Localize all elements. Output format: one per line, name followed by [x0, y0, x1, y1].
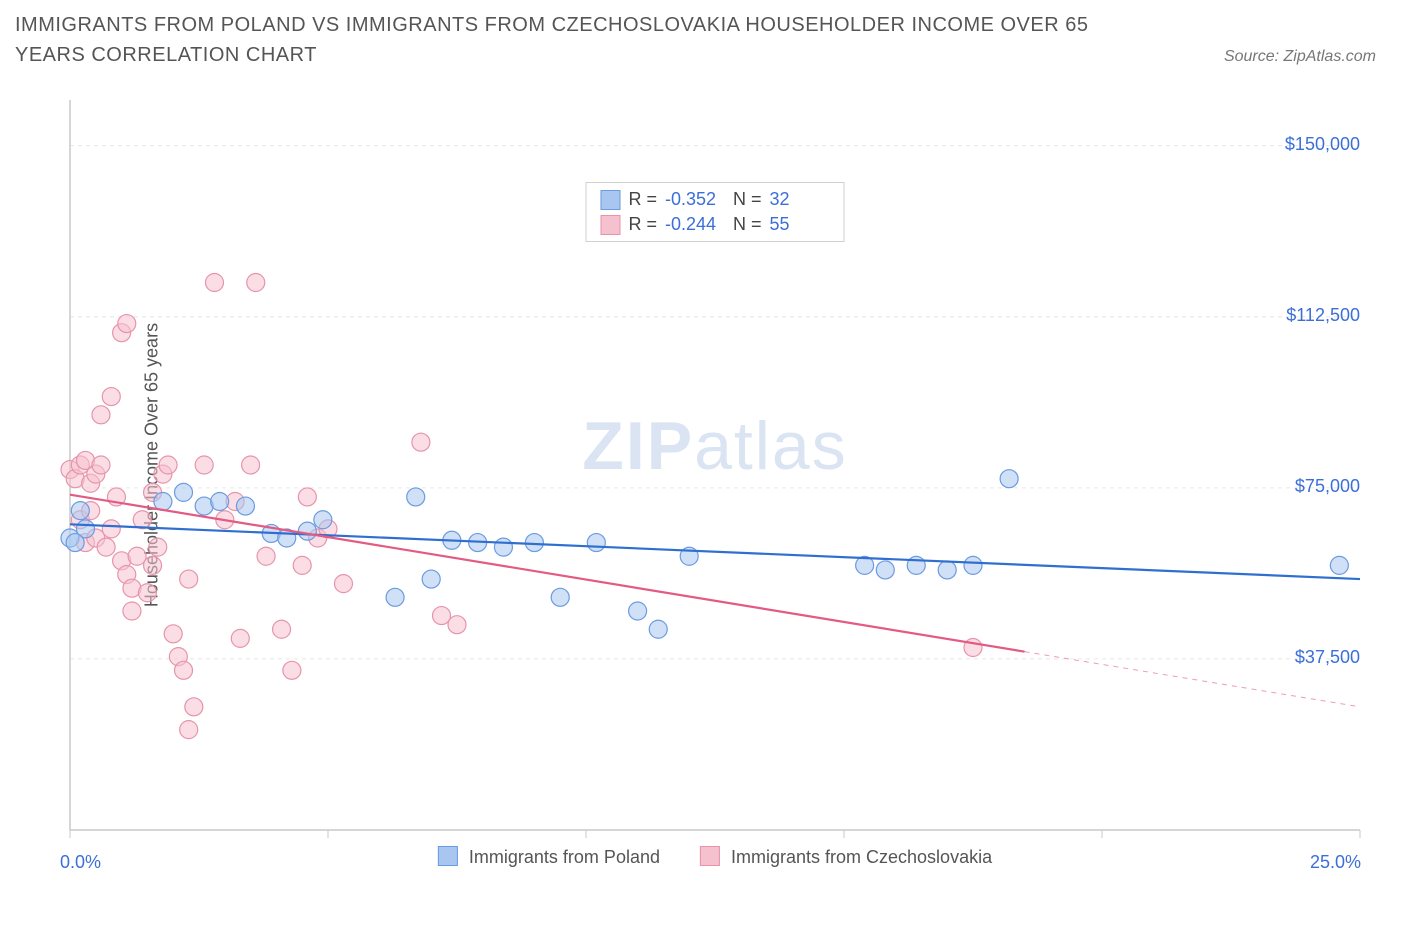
plot-area: ZIPatlas R = -0.352 N = 32 R = -0.244 N … [50, 90, 1380, 880]
y-tick-112500: $112,500 [1270, 305, 1360, 326]
r-poland: -0.352 [665, 187, 725, 212]
y-tick-150000: $150,000 [1270, 134, 1360, 155]
y-tick-37500: $37,500 [1270, 647, 1360, 668]
source-label: Source: ZipAtlas.com [1224, 48, 1376, 66]
chart-container: IMMIGRANTS FROM POLAND VS IMMIGRANTS FRO… [0, 0, 1406, 930]
r-czech: -0.244 [665, 212, 725, 237]
x-tick-25: 25.0% [1310, 852, 1361, 873]
stats-legend: R = -0.352 N = 32 R = -0.244 N = 55 [585, 182, 844, 242]
stats-row-poland: R = -0.352 N = 32 [600, 187, 829, 212]
chart-title: IMMIGRANTS FROM POLAND VS IMMIGRANTS FRO… [15, 10, 1145, 70]
x-tick-0: 0.0% [60, 852, 101, 873]
legend-item-poland: Immigrants from Poland [438, 846, 660, 868]
n-poland: 32 [770, 187, 830, 212]
n-czech: 55 [770, 212, 830, 237]
legend-label-czech: Immigrants from Czechoslovakia [731, 847, 992, 867]
legend-label-poland: Immigrants from Poland [469, 847, 660, 867]
swatch-czech [600, 215, 620, 235]
swatch-poland [600, 190, 620, 210]
legend-item-czech: Immigrants from Czechoslovakia [700, 846, 992, 868]
stats-row-czech: R = -0.244 N = 55 [600, 212, 829, 237]
y-tick-75000: $75,000 [1270, 476, 1360, 497]
legend-swatch-poland [438, 846, 458, 866]
legend-swatch-czech [700, 846, 720, 866]
series-legend: Immigrants from Poland Immigrants from C… [438, 846, 992, 868]
